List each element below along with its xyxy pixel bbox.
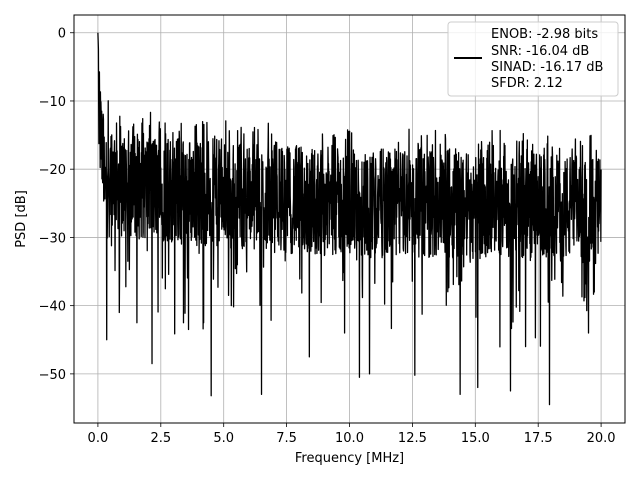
x-tick-label: 7.5 [276,431,297,446]
y-tick-label: −10 [39,95,66,110]
legend-line-sfdr: SFDR: 2.12 [491,76,563,91]
x-tick-label: 10.0 [335,431,364,446]
x-tick-label: 2.5 [150,431,171,446]
y-tick-label: −50 [39,368,66,383]
y-ticks: 0 −10 −20 −30 −40 −50 [39,27,74,383]
y-tick-label: −30 [39,231,66,246]
legend-line-enob: ENOB: -2.98 bits [491,27,598,42]
y-axis-label: PSD [dB] [14,190,29,248]
legend-line-snr: SNR: -16.04 dB [491,44,589,59]
legend: ENOB: -2.98 bits SNR: -16.04 dB SINAD: -… [447,21,619,97]
legend-box [447,21,619,97]
x-tick-label: 20.0 [587,431,616,446]
legend-line-sinad: SINAD: -16.17 dB [491,60,603,75]
x-axis-label: Frequency [MHz] [295,451,404,466]
y-tick-label: 0 [58,27,66,42]
x-tick-label: 12.5 [398,431,427,446]
y-tick-label: −20 [39,163,66,178]
x-tick-label: 5.0 [213,431,234,446]
psd-series-line [97,32,602,406]
y-tick-label: −40 [39,300,66,315]
x-tick-label: 17.5 [524,431,553,446]
x-tick-label: 0.0 [88,431,109,446]
x-tick-label: 15.0 [461,431,490,446]
x-ticks: 0.0 2.5 5.0 7.5 10.0 12.5 15.0 17.5 20.0 [88,423,616,446]
series-layer [97,32,602,406]
